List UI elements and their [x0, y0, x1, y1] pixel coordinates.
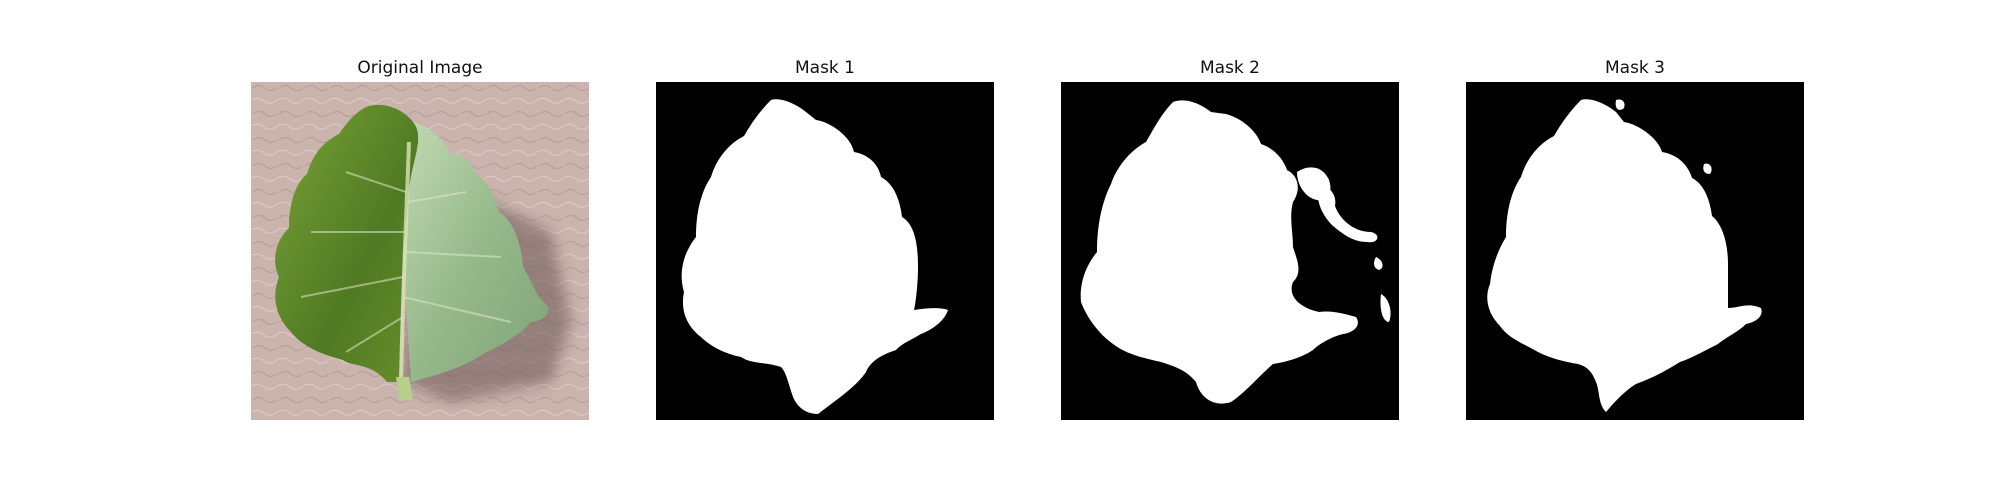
mask-fragment	[1317, 186, 1378, 243]
mask-region	[1487, 99, 1762, 413]
leaf-photo	[251, 82, 589, 420]
panel-mask-1: Mask 1	[656, 54, 994, 420]
leaf-veins	[300, 171, 512, 353]
segmentation-mask	[656, 82, 994, 420]
leaf-right-half	[403, 122, 549, 382]
segmentation-mask	[1061, 82, 1399, 420]
segmentation-mask	[1466, 82, 1804, 420]
panel-mask-2: Mask 2	[1061, 54, 1399, 420]
leaf-left-half	[275, 104, 419, 383]
leaf-midrib	[399, 141, 411, 383]
mask-3-image	[1466, 82, 1804, 420]
panel-original-image: Original Image	[251, 54, 589, 420]
mask-fragment	[1703, 163, 1712, 174]
panel-title: Mask 2	[1199, 58, 1260, 78]
mask-fragment	[1374, 257, 1383, 270]
mask-fragment	[1380, 294, 1391, 322]
mask-1-image	[656, 82, 994, 420]
mask-2-image	[1061, 82, 1399, 420]
leaf-stem	[396, 377, 413, 400]
panel-title: Original Image	[357, 58, 483, 78]
mask-fragment	[1615, 99, 1625, 110]
mask-region	[1080, 100, 1358, 404]
original-image	[251, 82, 589, 420]
mask-region	[681, 99, 948, 415]
panel-title: Mask 1	[794, 58, 855, 78]
panel-title: Mask 3	[1604, 58, 1665, 78]
panel-mask-3: Mask 3	[1466, 54, 1804, 420]
